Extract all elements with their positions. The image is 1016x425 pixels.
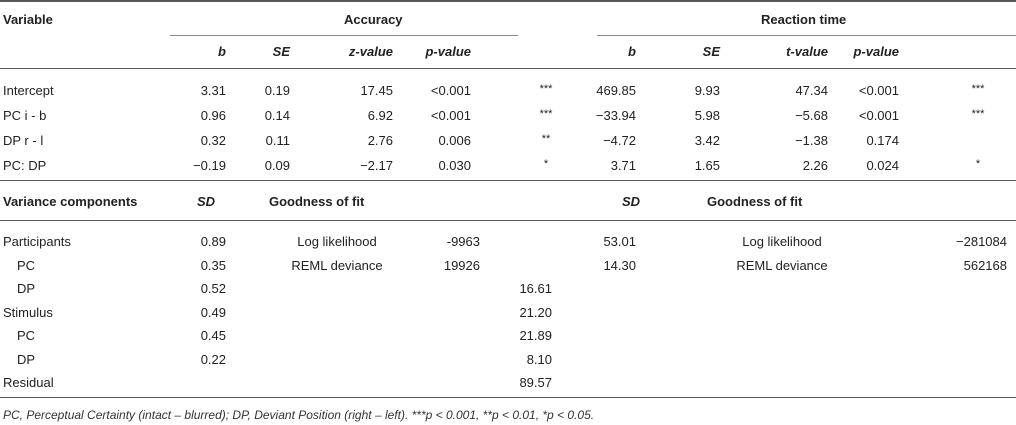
variance-label: DP	[17, 351, 36, 367]
variance-sd: 0.49	[200, 304, 226, 320]
rt-cell: −5.68	[795, 108, 828, 123]
rt-cell: −33.94	[595, 108, 636, 123]
variance-extra: 21.89	[519, 328, 552, 343]
table-footnote: PC, Perceptual Certainty (intact – blurr…	[3, 408, 595, 422]
rt-variance-sd: 53.01	[603, 234, 636, 249]
variance-extra: 16.61	[519, 281, 552, 296]
accuracy-underline	[170, 35, 518, 36]
variance-label: Residual	[3, 375, 54, 390]
rt-cell: 9.93	[694, 83, 720, 98]
bottom-rule	[0, 397, 1016, 398]
variance-label: Stimulus	[3, 304, 53, 320]
gof-label: Log likelihood	[297, 234, 377, 249]
acc-significance: ***	[539, 108, 553, 120]
rt-significance: ***	[971, 108, 985, 120]
variance-header-rt-gof: Goodness of fit	[707, 194, 803, 209]
rt-cell: 47.34	[795, 83, 828, 98]
acc-cell: −2.17	[360, 158, 393, 173]
rt-cell: 5.98	[694, 108, 720, 123]
variance-header-gof: Goodness of fit	[269, 194, 365, 209]
acc-significance: ***	[539, 83, 553, 95]
rt-cell: 3.42	[694, 133, 720, 148]
fixed-effect-label: PC i - b	[3, 108, 47, 123]
acc-col-header: SE	[272, 44, 290, 59]
header-rule	[0, 68, 1016, 69]
variance-sd: 0.22	[200, 351, 226, 367]
variance-sd: 0.35	[200, 257, 226, 273]
variance-extra: 21.20	[519, 304, 552, 320]
rt-col-header: p-value	[853, 44, 899, 59]
variance-extra: 8.10	[526, 351, 552, 367]
acc-cell: 0.32	[200, 133, 226, 148]
rt-cell: −4.72	[603, 133, 636, 148]
variance-header-rule	[0, 220, 1016, 221]
variance-label: PC	[17, 328, 36, 343]
acc-cell: 0.14	[264, 108, 290, 123]
header-accuracy: Accuracy	[344, 12, 403, 27]
acc-cell: 2.76	[367, 133, 393, 148]
variance-extra: 89.57	[519, 375, 552, 390]
fixed-effect-label: DP r - l	[3, 133, 44, 148]
rt-cell: 0.174	[866, 133, 899, 148]
acc-cell: −0.19	[193, 158, 226, 173]
variance-label: DP	[17, 281, 36, 296]
rt-cell: 3.71	[610, 158, 636, 173]
rt-underline	[597, 35, 1016, 36]
fixed-effect-label: Intercept	[3, 83, 54, 98]
variance-header-sd: SD	[197, 194, 216, 209]
rt-gof-value: 562168	[963, 257, 1007, 273]
rt-cell: 0.024	[866, 158, 899, 173]
rt-cell: 1.65	[694, 158, 720, 173]
rt-cell: 2.26	[802, 158, 828, 173]
rt-gof-label: Log likelihood	[742, 234, 822, 249]
acc-col-header: b	[218, 44, 226, 59]
fixed-effects-rule	[0, 180, 1016, 181]
gof-label: REML deviance	[291, 257, 383, 273]
gof-value: 19926	[443, 257, 480, 273]
variance-header-label: Variance components	[3, 194, 138, 209]
fixed-effect-label: PC: DP	[3, 158, 47, 173]
variance-label: PC	[17, 257, 36, 273]
rt-significance: ***	[971, 83, 985, 95]
rt-gof-label: REML deviance	[736, 257, 828, 273]
rt-variance-sd: 14.30	[603, 257, 636, 273]
gof-value: -9963	[446, 234, 480, 249]
acc-significance: *	[543, 158, 549, 170]
acc-cell: 0.19	[264, 83, 290, 98]
rt-cell: −1.38	[795, 133, 828, 148]
rt-significance: *	[975, 158, 981, 170]
acc-cell: 0.09	[264, 158, 290, 173]
variance-header-rt-sd: SD	[622, 194, 641, 209]
rt-col-header: b	[628, 44, 636, 59]
variance-sd: 0.89	[200, 234, 226, 249]
header-variable: Variable	[3, 12, 53, 27]
acc-cell: 0.006	[438, 133, 471, 148]
acc-cell: 0.11	[265, 133, 290, 148]
top-rule	[0, 0, 1016, 2]
acc-col-header: p-value	[425, 44, 471, 59]
acc-cell: <0.001	[430, 108, 471, 123]
acc-cell: 17.45	[360, 83, 393, 98]
acc-cell: <0.001	[430, 83, 471, 98]
acc-cell: 0.96	[200, 108, 226, 123]
rt-gof-value: −281084	[956, 234, 1007, 249]
acc-cell: 0.030	[438, 158, 471, 173]
acc-cell: 6.92	[367, 108, 393, 123]
rt-cell: 469.85	[596, 83, 636, 98]
rt-col-header: SE	[702, 44, 720, 59]
rt-cell: <0.001	[858, 83, 899, 98]
acc-col-header: z-value	[348, 44, 393, 59]
variance-label: Participants	[3, 234, 71, 249]
header-reaction-time: Reaction time	[761, 12, 847, 27]
acc-significance: **	[541, 133, 551, 145]
acc-cell: 3.31	[200, 83, 226, 98]
rt-col-header: t-value	[786, 44, 828, 59]
rt-cell: <0.001	[858, 108, 899, 123]
variance-sd: 0.52	[200, 281, 226, 296]
variance-sd: 0.45	[200, 328, 226, 343]
